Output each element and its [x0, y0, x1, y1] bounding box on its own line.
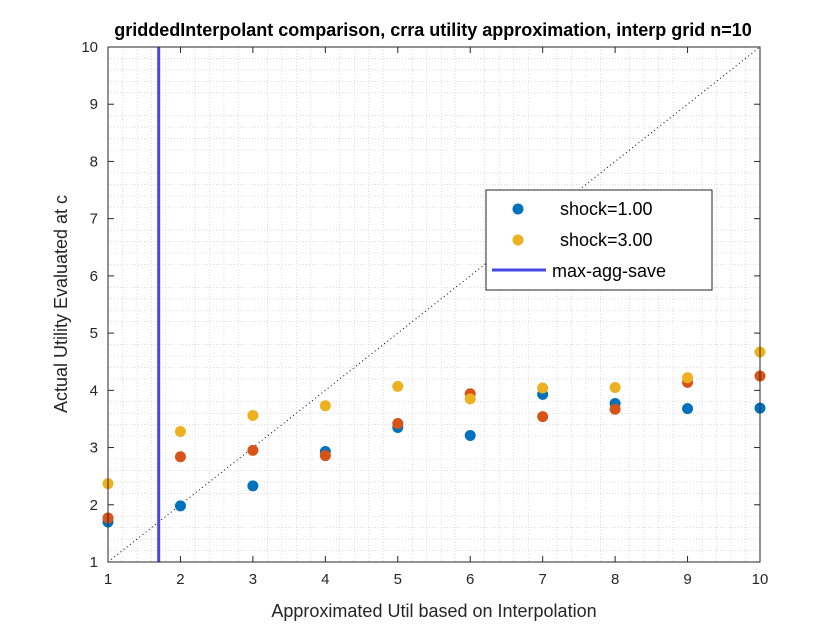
data-point-series-2 [319, 450, 331, 462]
data-point-series-1 [247, 480, 259, 492]
plot-area-frame [107, 46, 761, 563]
x-tick-label: 1 [104, 571, 112, 588]
chart-title: griddedInterpolant comparison, crra util… [114, 20, 752, 40]
x-tick-label: 2 [176, 571, 184, 588]
y-tick-label: 9 [90, 96, 98, 113]
legend-label-shock-3: shock=3.00 [560, 230, 653, 250]
y-tick-label: 6 [90, 268, 98, 285]
data-point-series-3 [537, 382, 549, 394]
y-tick-label: 4 [90, 382, 98, 399]
legend-marker-shock-1 [512, 203, 524, 215]
y-tick-label: 5 [90, 325, 98, 342]
data-point-series-3 [682, 372, 694, 384]
y-axis-label: Actual Utility Evaluated at c [51, 195, 71, 413]
y-tick-label: 10 [81, 39, 98, 56]
x-axis-label: Approximated Util based on Interpolation [271, 601, 596, 621]
reference-diagonal-line [107, 46, 761, 563]
data-point-series-3 [609, 381, 621, 393]
legend: shock=1.00 shock=3.00 max-agg-save [485, 189, 713, 291]
legend-label-shock-1: shock=1.00 [560, 199, 653, 219]
y-tick-label: 3 [90, 440, 98, 457]
y-tick-label: 8 [90, 153, 98, 170]
data-point-series-2 [247, 444, 259, 456]
y-tick-label: 1 [90, 554, 98, 571]
data-point-series-1 [174, 500, 186, 512]
y-tick-label: 2 [90, 497, 98, 514]
data-point-series-3 [174, 426, 186, 438]
data-point-series-3 [319, 400, 331, 412]
data-point-series-3 [392, 380, 404, 392]
legend-marker-shock-3 [512, 234, 524, 246]
x-tick-label: 5 [394, 571, 402, 588]
x-tick-label: 4 [321, 571, 329, 588]
x-tick-label: 3 [249, 571, 257, 588]
legend-box [485, 189, 713, 291]
x-tick-label: 7 [538, 571, 546, 588]
x-tick-label: 6 [466, 571, 474, 588]
data-point-series-2 [174, 451, 186, 463]
grid-layer [108, 47, 760, 562]
data-point-series-1 [682, 403, 694, 415]
data-point-series-1 [464, 430, 476, 442]
tick-layer: 1 2 3 4 5 6 7 8 9 10 1 2 3 4 5 6 7 8 9 10 [81, 39, 768, 588]
data-point-series-3 [247, 410, 259, 422]
data-point-series-3 [464, 393, 476, 405]
x-tick-label: 10 [752, 571, 769, 588]
data-point-series-2 [537, 411, 549, 423]
data-point-series-2 [609, 403, 621, 415]
x-tick-label: 9 [683, 571, 691, 588]
y-tick-label: 7 [90, 211, 98, 228]
data-points-layer [102, 346, 766, 528]
x-tick-label: 8 [611, 571, 619, 588]
data-point-series-2 [392, 418, 404, 430]
legend-label-max-agg-save: max-agg-save [552, 261, 666, 281]
